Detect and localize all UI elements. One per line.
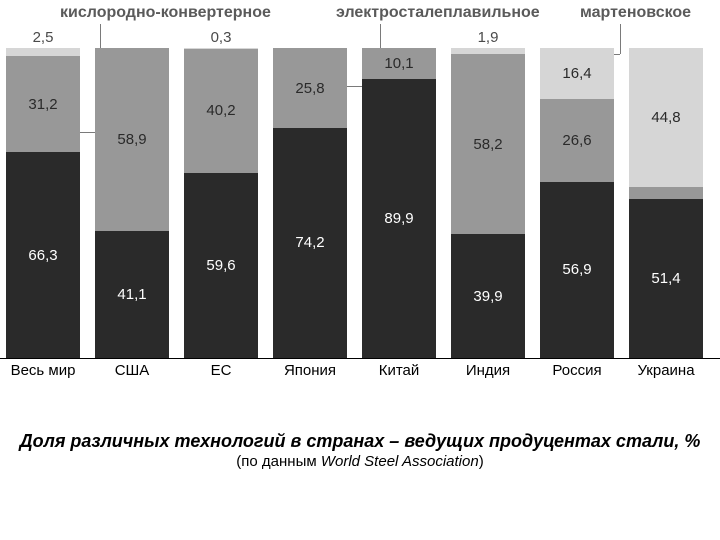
bar-segment-electric-arc: 58,2 xyxy=(451,54,525,234)
legend-electric-arc: электросталеплавильное xyxy=(336,4,540,22)
caption-title: Доля различных технологий в странах – ве… xyxy=(0,430,720,453)
x-axis-label: Индия xyxy=(446,362,530,379)
bar-segment-oxygen-converter: 39,9 xyxy=(451,234,525,358)
legend: кислородно-конвертерное электросталеплав… xyxy=(0,4,720,26)
x-axis-label: Япония xyxy=(268,362,352,379)
bar-segment-open-hearth: 44,8 xyxy=(629,48,703,187)
caption-sub-suffix: ) xyxy=(479,453,484,470)
bar-segment-value: 26,6 xyxy=(562,132,591,149)
bar-segment-value: 39,9 xyxy=(473,288,502,305)
bar-segment-oxygen-converter: 59,6 xyxy=(184,173,258,358)
caption-subtitle: (по данным World Steel Association) xyxy=(0,453,720,470)
bar-segment-value: 56,9 xyxy=(562,261,591,278)
bar-segment-open-hearth xyxy=(184,48,258,49)
bar-segment-open-hearth: 16,4 xyxy=(540,48,614,99)
bar-segment-value: 25,8 xyxy=(295,80,324,97)
bar-segment-oxygen-converter: 66,3 xyxy=(6,152,80,358)
bar-top-label: 0,3 xyxy=(184,29,258,46)
bar: 89,9 10,1 xyxy=(362,48,436,358)
bar-segment-electric-arc: 40,2 xyxy=(184,49,258,174)
bar-top-label: 2,5 xyxy=(6,29,80,46)
bar-segment-oxygen-converter: 89,9 xyxy=(362,79,436,358)
bar-segment-electric-arc: 31,2 xyxy=(6,56,80,153)
bar: 74,2 25,8 xyxy=(273,48,347,358)
bar-segment-oxygen-converter: 51,4 xyxy=(629,199,703,358)
caption-sub-source: World Steel Association xyxy=(321,453,479,470)
x-axis-labels: Весь мир США ЕС Япония Китай Индия Россия Украи… xyxy=(0,362,720,384)
x-axis-label: Россия xyxy=(535,362,619,379)
chart-container: кислородно-конвертерное электросталеплав… xyxy=(0,0,720,410)
bar-segment-electric-arc: 26,6 xyxy=(540,99,614,181)
bar-segment-value: 41,1 xyxy=(117,286,146,303)
bar-segment-value: 16,4 xyxy=(562,65,591,82)
bar: 66,331,22,5 xyxy=(6,48,80,358)
bar-segment-value: 89,9 xyxy=(384,210,413,227)
x-axis-label: Весь мир xyxy=(1,362,85,379)
x-axis-line xyxy=(0,358,720,359)
bar-segment-value: 51,4 xyxy=(651,270,680,287)
bar-segment-electric-arc: 10,1 xyxy=(362,48,436,79)
bar-segment-value: 40,2 xyxy=(206,102,235,119)
bar-segment-oxygen-converter: 41,1 xyxy=(95,231,169,358)
x-axis-label: Украина xyxy=(624,362,708,379)
bar-segment-electric-arc: 58,9 xyxy=(95,48,169,231)
bar-segment-open-hearth xyxy=(451,48,525,54)
bar-segment-value: 10,1 xyxy=(384,55,413,72)
bar-segment-value: 58,2 xyxy=(473,136,502,153)
legend-oxygen-converter: кислородно-конвертерное xyxy=(60,4,271,22)
bars-area: 66,331,22,541,158,959,640,20,374,225,889… xyxy=(0,48,720,358)
x-axis-label: США xyxy=(90,362,174,379)
bar-segment-electric-arc: 25,8 xyxy=(273,48,347,128)
bar: 56,9 26,6 16,4 xyxy=(540,48,614,358)
bar: 39,958,21,9 xyxy=(451,48,525,358)
bar-segment-value: 58,9 xyxy=(117,131,146,148)
bar-segment-value: 59,6 xyxy=(206,257,235,274)
x-axis-label: Китай xyxy=(357,362,441,379)
bar: 59,640,20,3 xyxy=(184,48,258,358)
caption-sub-prefix: (по данным xyxy=(236,453,321,470)
bar-segment-value: 44,8 xyxy=(651,109,680,126)
bar-segment-value: 31,2 xyxy=(28,96,57,113)
bar-segment-value: 66,3 xyxy=(28,247,57,264)
bar: 41,1 58,9 xyxy=(95,48,169,358)
caption: Доля различных технологий в странах – ве… xyxy=(0,430,720,470)
bar-segment-open-hearth xyxy=(6,48,80,56)
bar-segment-value: 74,2 xyxy=(295,234,324,251)
x-axis-label: ЕС xyxy=(179,362,263,379)
bar-segment-electric-arc xyxy=(629,187,703,199)
bar-top-label: 1,9 xyxy=(451,29,525,46)
bar: 51,4 44,8 xyxy=(629,48,703,358)
legend-open-hearth: мартеновское xyxy=(580,4,691,22)
bar-segment-oxygen-converter: 56,9 xyxy=(540,182,614,358)
bar-segment-oxygen-converter: 74,2 xyxy=(273,128,347,358)
